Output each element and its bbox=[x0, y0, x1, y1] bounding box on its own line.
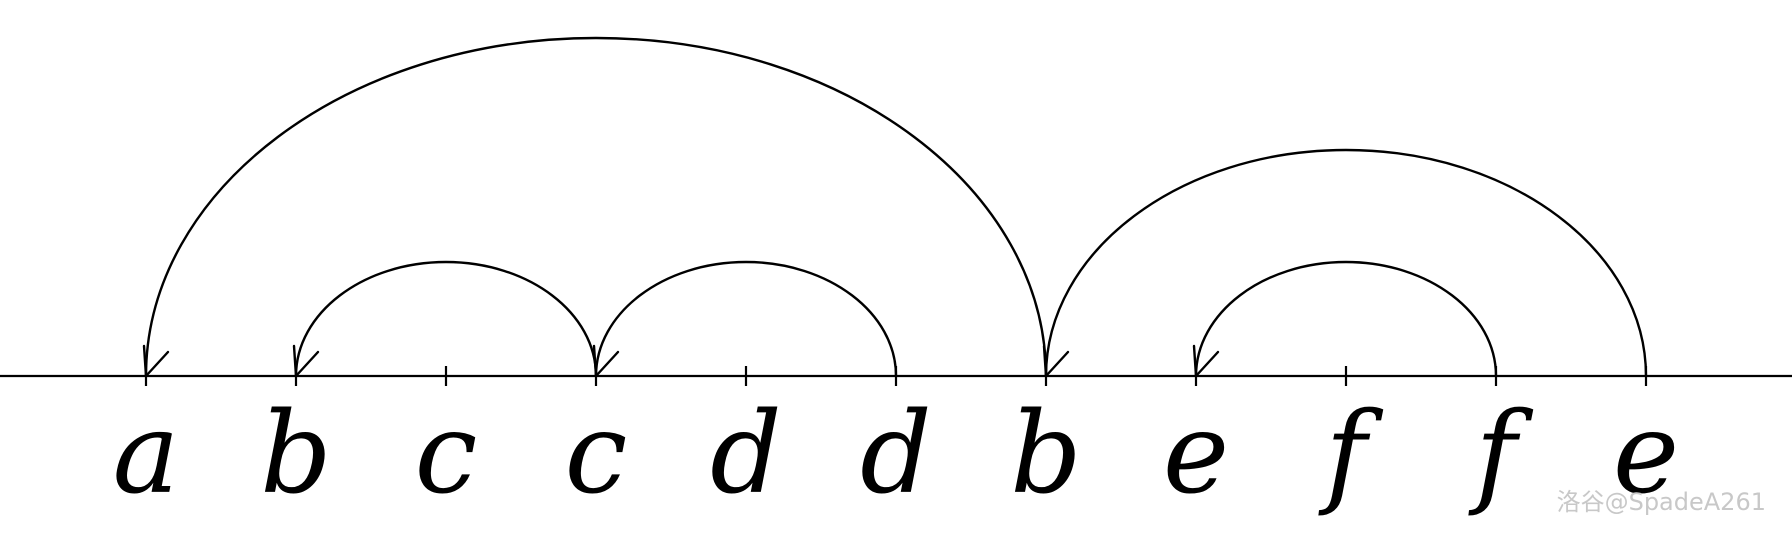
letter-2: c bbox=[415, 389, 478, 519]
arc-2 bbox=[594, 260, 898, 377]
arrow-head-4 bbox=[1192, 344, 1220, 378]
letter-6: b bbox=[1010, 389, 1082, 519]
arrow-head-1 bbox=[292, 344, 320, 378]
letter-4: d bbox=[710, 389, 782, 519]
arc-1 bbox=[294, 260, 598, 377]
letter-10: e bbox=[1613, 389, 1679, 519]
arrow-head-0 bbox=[142, 344, 170, 378]
arcs-group bbox=[142, 36, 1648, 378]
arrow-head-3 bbox=[1042, 344, 1070, 378]
arrow-head-2 bbox=[592, 344, 620, 378]
letter-9: f bbox=[1468, 389, 1534, 519]
letter-5: d bbox=[860, 389, 932, 519]
letter-0: a bbox=[113, 389, 180, 519]
letter-8: f bbox=[1318, 389, 1384, 519]
arc-0 bbox=[144, 36, 1048, 377]
letter-1: b bbox=[260, 389, 332, 519]
arc-3 bbox=[1044, 148, 1648, 377]
letter-7: e bbox=[1163, 389, 1229, 519]
arc-4 bbox=[1194, 260, 1498, 377]
letter-3: c bbox=[565, 389, 628, 519]
watermark: 洛谷@SpadeA261 bbox=[1557, 488, 1766, 516]
